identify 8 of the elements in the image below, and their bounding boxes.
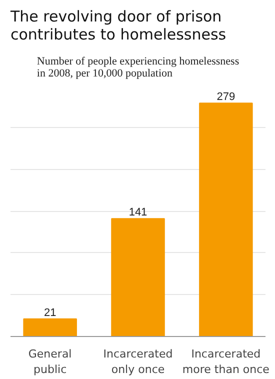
chart-title: The revolving door of prison contributes to homelessness [10,8,226,44]
data-label: 21 [44,306,56,319]
x-tick-label: Incarcerated more than once [182,348,270,376]
x-tick-label: General public [28,348,72,376]
x-tick-label: Incarcerated only once [103,348,173,376]
data-label: 279 [216,91,236,104]
chart-subtitle: Number of people experiencing homelessness in 2008, per 10,000 population [36,56,240,80]
data-label: 141 [128,206,148,219]
